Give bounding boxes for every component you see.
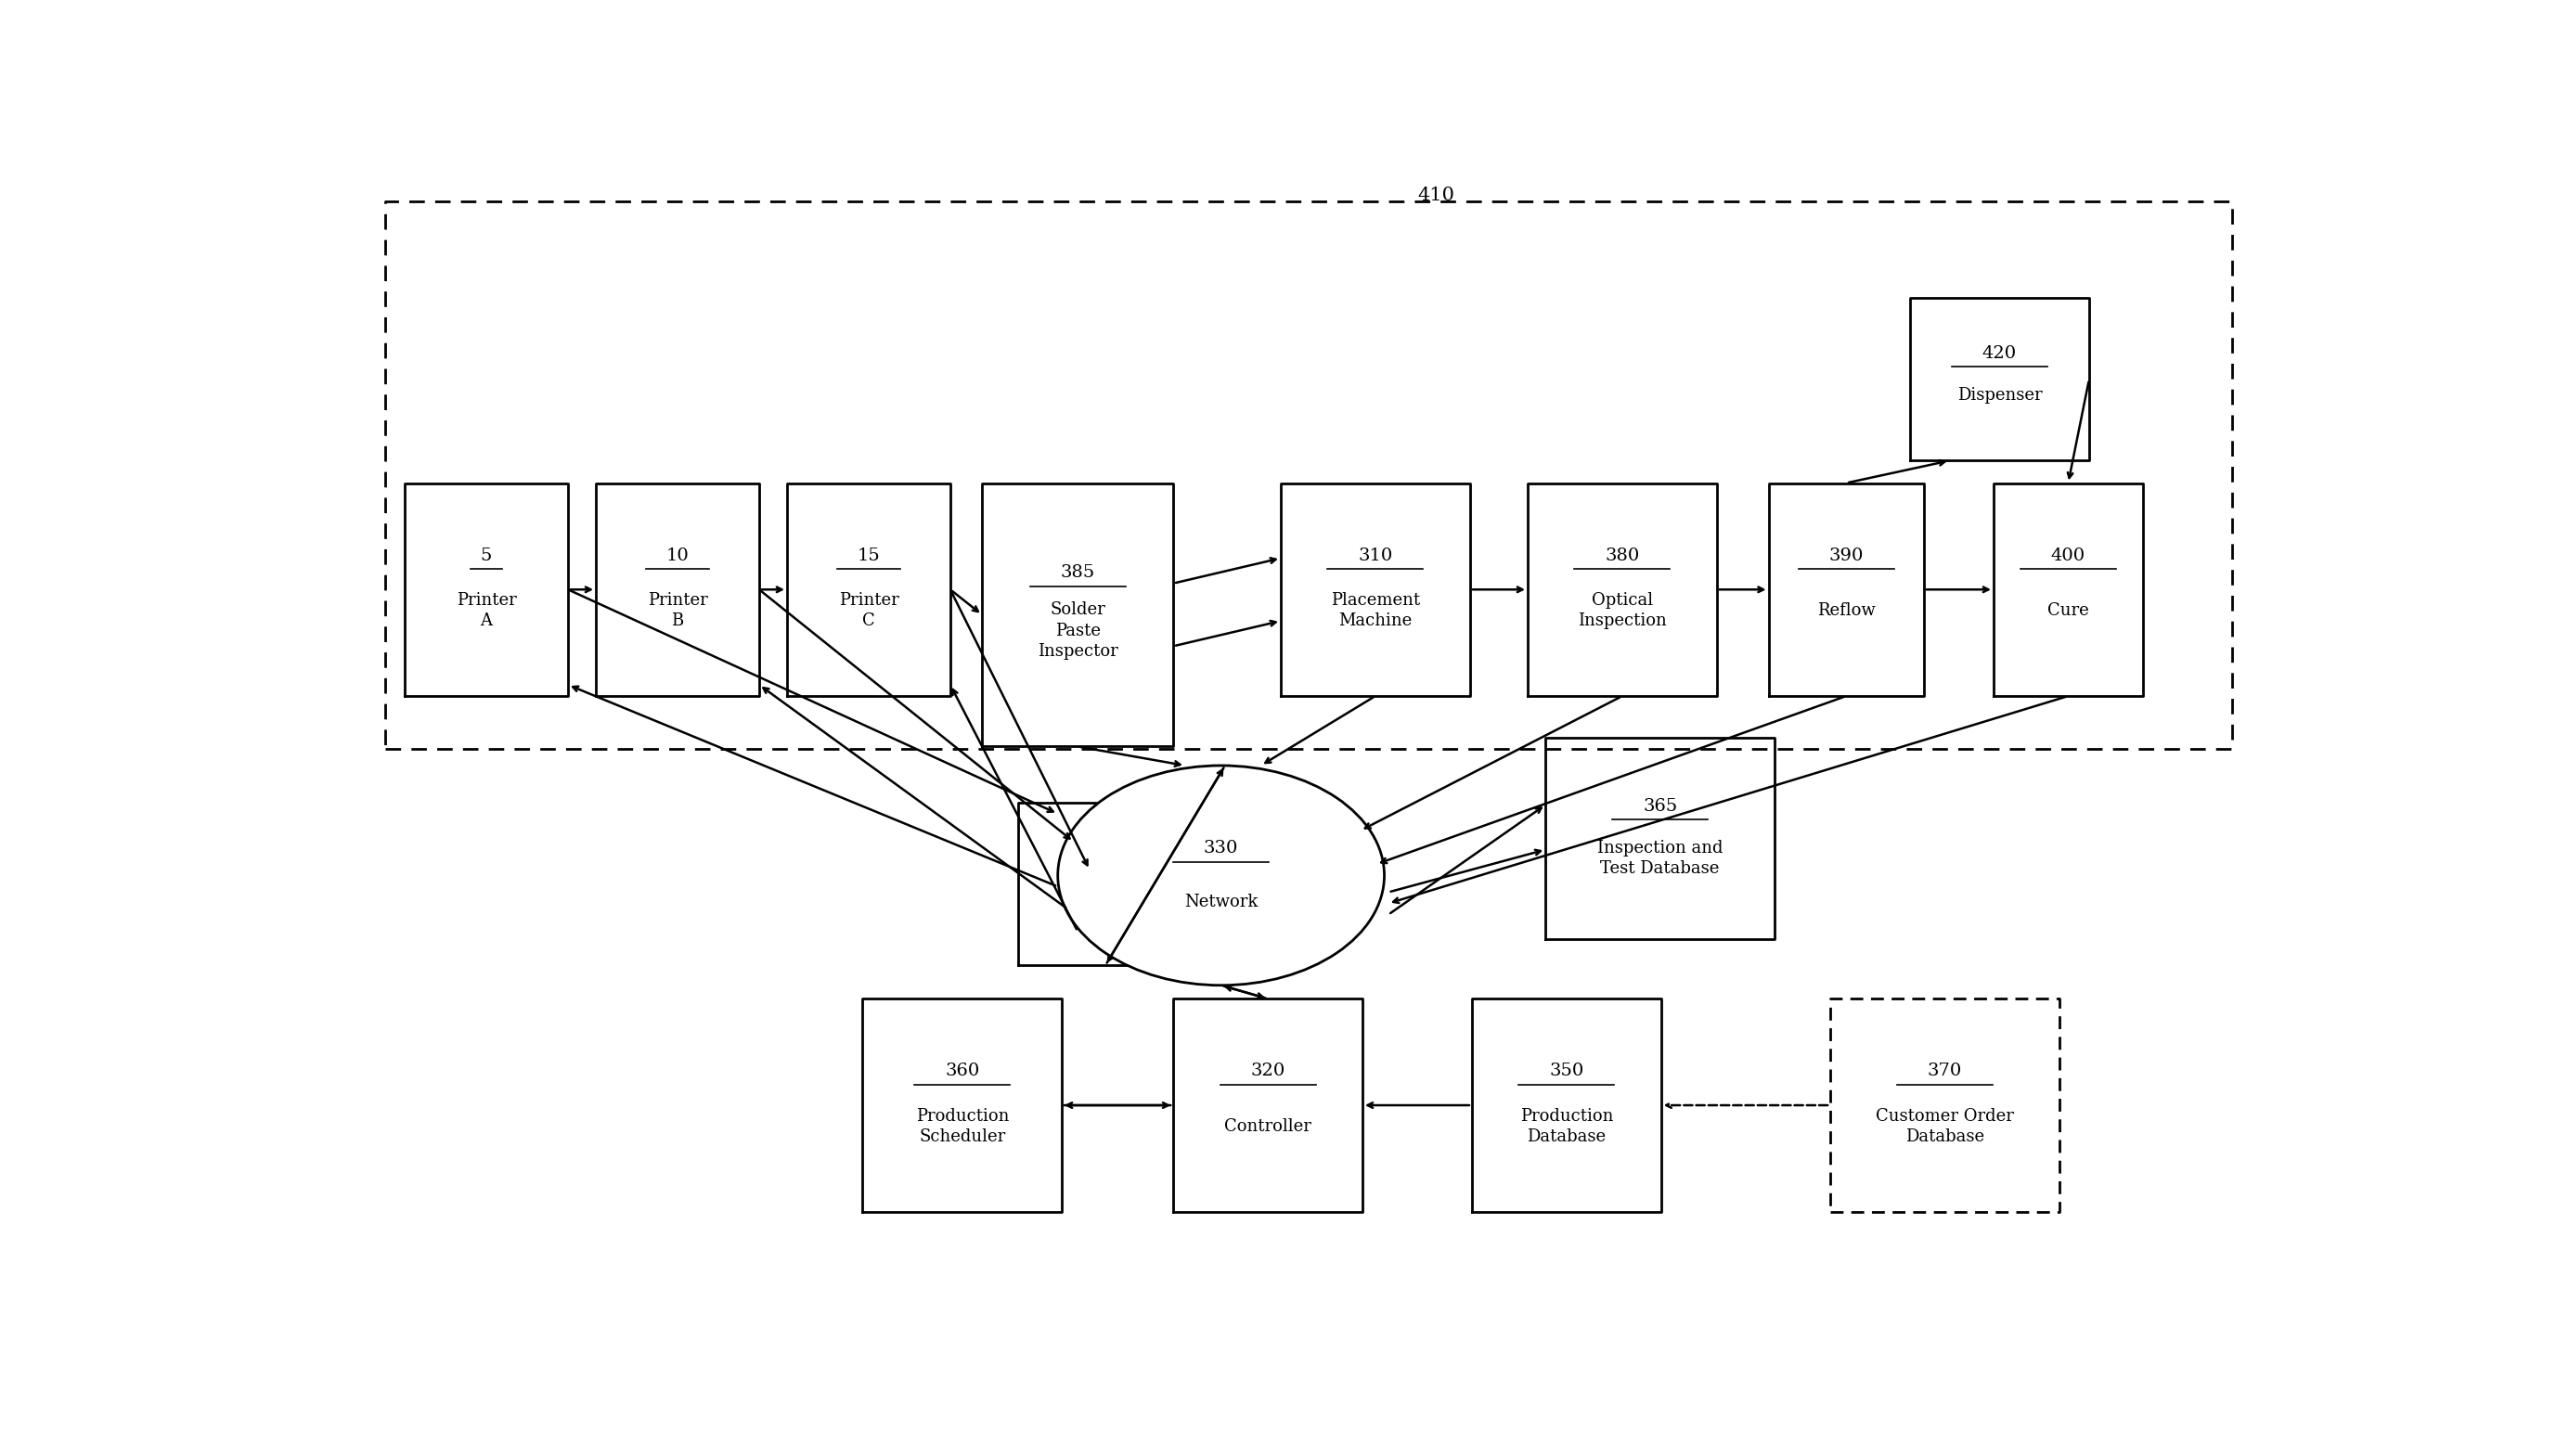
Text: Printer
B: Printer B <box>647 593 706 629</box>
Ellipse shape <box>1058 766 1385 986</box>
Text: Placement
Machine: Placement Machine <box>1331 593 1421 629</box>
Text: 5: 5 <box>480 547 493 563</box>
Text: 10: 10 <box>665 547 688 563</box>
Text: 360: 360 <box>945 1063 979 1079</box>
Text: Controller: Controller <box>1225 1118 1310 1134</box>
Text: Cure: Cure <box>2047 603 2089 619</box>
Text: 385: 385 <box>1061 565 1094 581</box>
Text: 15: 15 <box>858 547 881 563</box>
Text: Reflow: Reflow <box>1816 603 1875 619</box>
Text: Production
Scheduler: Production Scheduler <box>915 1108 1010 1146</box>
Text: Printer
A: Printer A <box>457 593 516 629</box>
Text: 370: 370 <box>1927 1063 1963 1079</box>
Text: 340: 340 <box>1089 849 1123 866</box>
Text: 390: 390 <box>1829 547 1863 563</box>
Text: Optical
Inspection: Optical Inspection <box>1577 593 1667 629</box>
Text: 380: 380 <box>1606 547 1639 563</box>
Text: Repair
Station: Repair Station <box>1074 881 1135 919</box>
Text: Printer
C: Printer C <box>837 593 899 629</box>
Text: Network: Network <box>1184 894 1259 910</box>
Text: Solder
Paste
Inspector: Solder Paste Inspector <box>1038 601 1118 660</box>
Text: 400: 400 <box>2050 547 2086 563</box>
Text: 420: 420 <box>1983 345 2017 361</box>
Text: 410: 410 <box>1418 186 1454 204</box>
Text: 320: 320 <box>1251 1063 1284 1079</box>
Text: Production
Database: Production Database <box>1521 1108 1613 1146</box>
Text: 330: 330 <box>1205 840 1238 858</box>
Text: Inspection and
Test Database: Inspection and Test Database <box>1598 840 1724 878</box>
Text: Dispenser: Dispenser <box>1958 387 2042 403</box>
Text: 350: 350 <box>1549 1063 1583 1079</box>
Text: 310: 310 <box>1359 547 1392 563</box>
Text: 365: 365 <box>1642 798 1678 814</box>
Text: Customer Order
Database: Customer Order Database <box>1875 1108 2014 1146</box>
